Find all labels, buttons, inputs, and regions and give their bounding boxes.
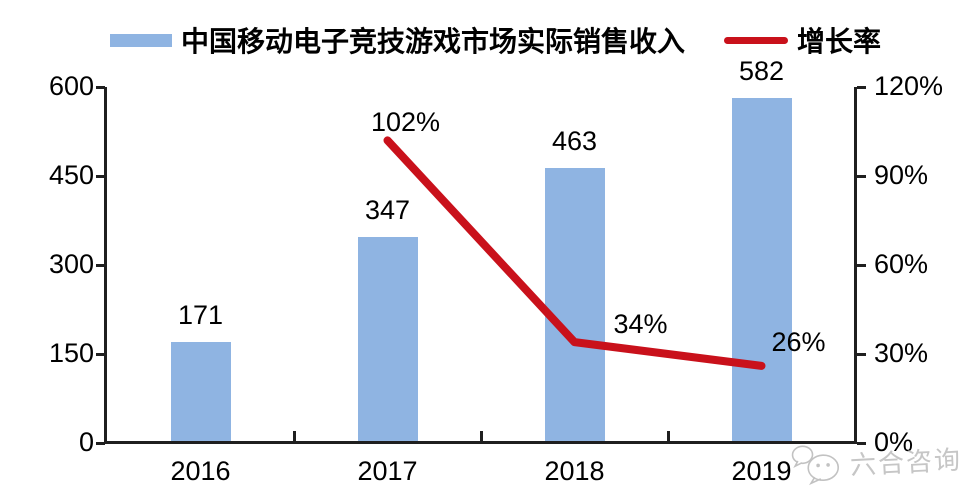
right-axis-tick-label: 30% xyxy=(874,338,929,368)
bar-series-swatch-icon xyxy=(110,33,172,47)
left-y-axis-line xyxy=(104,87,107,444)
bar-series-legend-label: 中国移动电子竞技游戏市场实际销售收入 xyxy=(181,26,686,57)
right-axis-tick-label: 0% xyxy=(874,427,914,457)
left-axis-tick xyxy=(96,175,105,178)
x-axis-tick xyxy=(667,431,670,442)
right-axis-tick xyxy=(857,86,866,89)
left-axis-tick-label: 300 xyxy=(48,249,94,279)
right-axis-tick xyxy=(857,175,866,178)
right-axis-tick-label: 60% xyxy=(874,249,929,279)
growth-point-label: 26% xyxy=(771,326,826,357)
left-axis-tick-label: 450 xyxy=(48,160,94,190)
right-axis-tick xyxy=(857,264,866,267)
left-axis-tick xyxy=(96,86,105,89)
left-axis-tick xyxy=(96,353,105,356)
bar-2017 xyxy=(357,237,418,443)
left-axis-tick xyxy=(96,264,105,267)
growth-point-label: 102% xyxy=(370,107,441,138)
right-y-axis-line xyxy=(854,87,857,444)
x-axis-tick xyxy=(480,431,483,442)
bar-value-label: 171 xyxy=(177,299,224,330)
watermark: 六合咨询 xyxy=(787,433,963,490)
x-axis-category-label: 2017 xyxy=(357,456,418,486)
bar-value-label: 347 xyxy=(364,195,411,226)
left-axis-tick-label: 600 xyxy=(48,71,94,101)
left-axis-tick-label: 0 xyxy=(78,427,94,457)
wechat-logo-icon xyxy=(791,445,840,486)
left-axis-tick-label: 150 xyxy=(48,338,94,368)
right-axis-tick-label: 90% xyxy=(874,160,929,190)
right-axis-tick xyxy=(857,442,866,445)
bar-2019 xyxy=(731,97,792,443)
x-axis-category-label: 2019 xyxy=(731,456,792,486)
bar-2016 xyxy=(170,341,231,443)
x-axis-tick xyxy=(293,431,296,442)
legend-item-revenue: 中国移动电子竞技游戏市场实际销售收入 xyxy=(110,20,685,60)
bar-value-label: 582 xyxy=(738,55,785,86)
x-axis-line xyxy=(104,441,857,444)
left-axis-tick xyxy=(96,442,105,445)
line-series-swatch-icon xyxy=(724,36,788,44)
right-axis-tick-label: 120% xyxy=(874,71,944,101)
line-series-legend-label: 增长率 xyxy=(797,26,882,57)
watermark-text: 六合咨询 xyxy=(849,443,963,480)
growth-point-label: 34% xyxy=(613,309,668,340)
legend-item-growth-rate: 增长率 xyxy=(724,20,881,60)
right-axis-tick xyxy=(857,353,866,356)
x-axis-category-label: 2018 xyxy=(544,456,605,486)
bar-value-label: 463 xyxy=(551,126,598,157)
x-axis-category-label: 2016 xyxy=(170,456,231,486)
growth-rate-line xyxy=(383,136,766,370)
bar-2018 xyxy=(544,168,605,443)
